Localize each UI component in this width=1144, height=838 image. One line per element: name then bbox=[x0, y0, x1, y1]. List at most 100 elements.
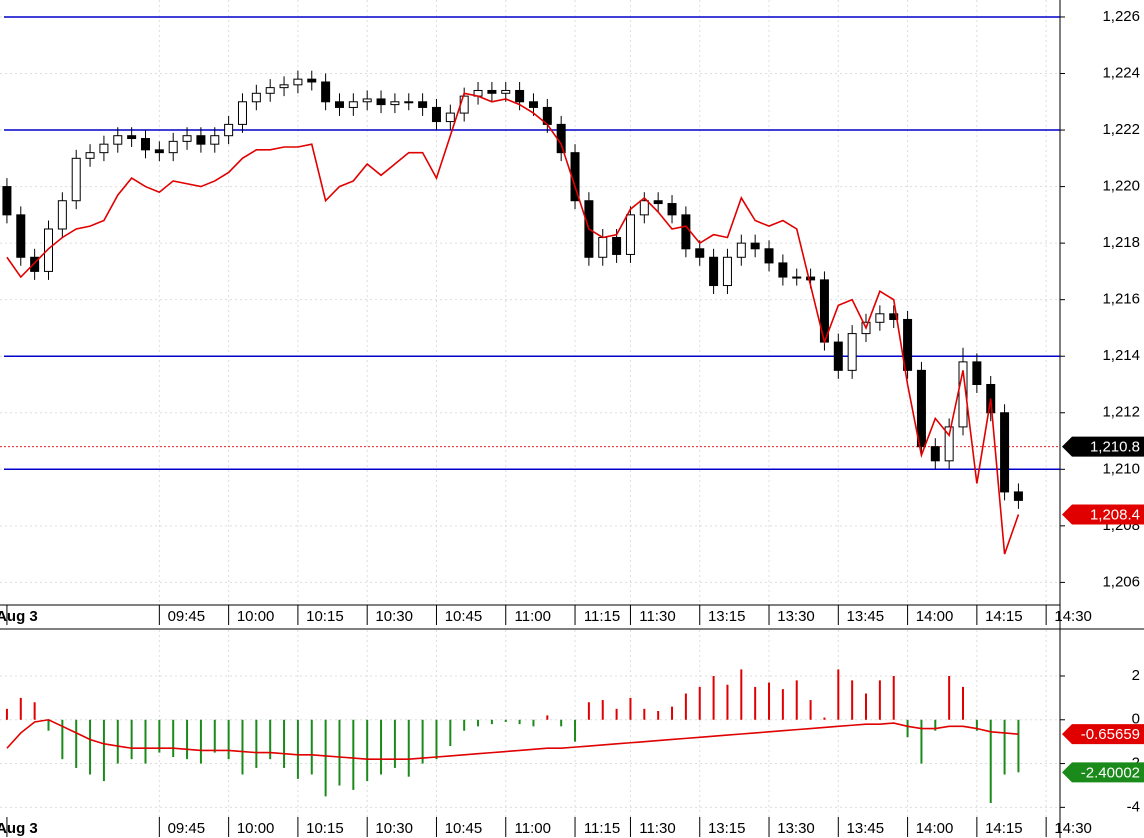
x-tick-label: 10:00 bbox=[237, 820, 275, 837]
value-badge-label: -0.65659 bbox=[1081, 726, 1140, 743]
y-tick-label: 1,222 bbox=[1102, 121, 1140, 138]
candle-body bbox=[916, 369, 926, 448]
x-tick-label: 11:30 bbox=[639, 608, 675, 625]
candle-body bbox=[251, 92, 261, 103]
candle-body bbox=[431, 106, 441, 123]
candle-body bbox=[279, 84, 289, 89]
value-badge-label: -2.40002 bbox=[1081, 764, 1140, 781]
candle-body bbox=[418, 101, 428, 108]
candle-body bbox=[445, 112, 455, 123]
candle-body bbox=[321, 81, 331, 103]
value-badge bbox=[1062, 436, 1144, 457]
candle-body bbox=[695, 248, 705, 258]
x-tick-label: Aug 3 bbox=[0, 820, 38, 837]
candle-body bbox=[113, 135, 123, 145]
candle-body bbox=[750, 242, 760, 250]
candle-body bbox=[625, 214, 635, 255]
x-tick-label: 11:30 bbox=[639, 820, 675, 837]
value-badge bbox=[1062, 504, 1144, 525]
candle-body bbox=[459, 95, 469, 114]
x-tick-label: 13:15 bbox=[708, 820, 746, 837]
x-tick-label: 09:45 bbox=[168, 608, 206, 625]
x-tick-label: 11:15 bbox=[584, 608, 620, 625]
candle-body bbox=[210, 135, 220, 145]
candle-body bbox=[598, 236, 608, 258]
candle-body bbox=[30, 256, 40, 272]
y-tick-label: 1,220 bbox=[1102, 178, 1140, 195]
candle-body bbox=[71, 157, 81, 202]
candle-body bbox=[307, 78, 317, 83]
value-badge bbox=[1062, 762, 1144, 783]
candle-body bbox=[681, 214, 691, 250]
x-tick-label: 14:15 bbox=[985, 820, 1023, 837]
candle-body bbox=[404, 101, 414, 104]
value-badge bbox=[1062, 724, 1144, 745]
candle-body bbox=[501, 89, 511, 94]
y-tick-label: 0 bbox=[1132, 711, 1140, 728]
x-tick-label: 10:45 bbox=[445, 820, 483, 837]
candle-body bbox=[334, 101, 344, 108]
candle-body bbox=[168, 140, 178, 154]
x-tick-label: 14:00 bbox=[916, 820, 954, 837]
candle-body bbox=[1000, 412, 1010, 493]
y-tick-label: 1,212 bbox=[1102, 404, 1140, 421]
candle-body bbox=[140, 138, 150, 151]
candle-body bbox=[528, 101, 538, 108]
candle-body bbox=[653, 200, 663, 205]
candle-body bbox=[903, 318, 913, 371]
candle-body bbox=[778, 262, 788, 278]
candle-body bbox=[556, 123, 566, 154]
x-tick-label: 11:00 bbox=[515, 820, 551, 837]
candle-body bbox=[224, 123, 234, 137]
candle-body bbox=[487, 89, 497, 94]
x-tick-label: 13:45 bbox=[847, 820, 885, 837]
candle-body bbox=[806, 276, 816, 281]
y-tick-label: 1,214 bbox=[1102, 347, 1140, 364]
candle-body bbox=[348, 101, 358, 108]
candle-body bbox=[833, 341, 843, 371]
candle-body bbox=[612, 236, 622, 255]
y-tick-label: 2 bbox=[1132, 667, 1140, 684]
candle-body bbox=[709, 256, 719, 287]
candle-body bbox=[972, 361, 982, 385]
y-tick-label: 1,218 bbox=[1102, 234, 1140, 251]
candle-body bbox=[875, 313, 885, 323]
candle-body bbox=[376, 98, 386, 106]
candle-body bbox=[958, 361, 968, 428]
candle-body bbox=[736, 242, 746, 258]
y-tick-label: 1,210 bbox=[1102, 460, 1140, 477]
average-line bbox=[6, 718, 1019, 760]
x-tick-label: 14:00 bbox=[916, 608, 954, 625]
candle-body bbox=[237, 101, 247, 125]
candle-body bbox=[847, 333, 857, 371]
candle-body bbox=[265, 87, 275, 94]
candle-body bbox=[944, 426, 954, 462]
candle-body bbox=[2, 186, 12, 216]
candle-body bbox=[1013, 491, 1023, 501]
y-tick-label: 1,216 bbox=[1102, 291, 1140, 308]
candle-body bbox=[722, 256, 732, 287]
candle-body bbox=[792, 276, 802, 279]
x-tick-label: 10:00 bbox=[237, 608, 275, 625]
candle-body bbox=[57, 200, 67, 230]
candle-body bbox=[196, 135, 206, 145]
candle-body bbox=[43, 228, 53, 272]
y-tick-label: 1,226 bbox=[1102, 8, 1140, 25]
candle-body bbox=[16, 214, 26, 258]
x-tick-label: Aug 3 bbox=[0, 608, 38, 625]
candle-body bbox=[99, 143, 109, 154]
x-tick-label: 11:00 bbox=[515, 608, 551, 625]
candle-body bbox=[930, 446, 940, 462]
x-tick-label: 13:15 bbox=[708, 608, 746, 625]
candle-body bbox=[293, 78, 303, 86]
candle-body bbox=[764, 248, 774, 264]
x-tick-label: 14:30 bbox=[1054, 820, 1092, 837]
candle-body bbox=[390, 101, 400, 106]
y-tick-label: 1,206 bbox=[1102, 573, 1140, 590]
candle-body bbox=[154, 149, 164, 154]
value-badge-label: 1,210.8 bbox=[1090, 439, 1140, 456]
x-tick-label: 13:30 bbox=[777, 820, 815, 837]
x-tick-label: 10:30 bbox=[375, 820, 413, 837]
candle-body bbox=[362, 98, 372, 103]
